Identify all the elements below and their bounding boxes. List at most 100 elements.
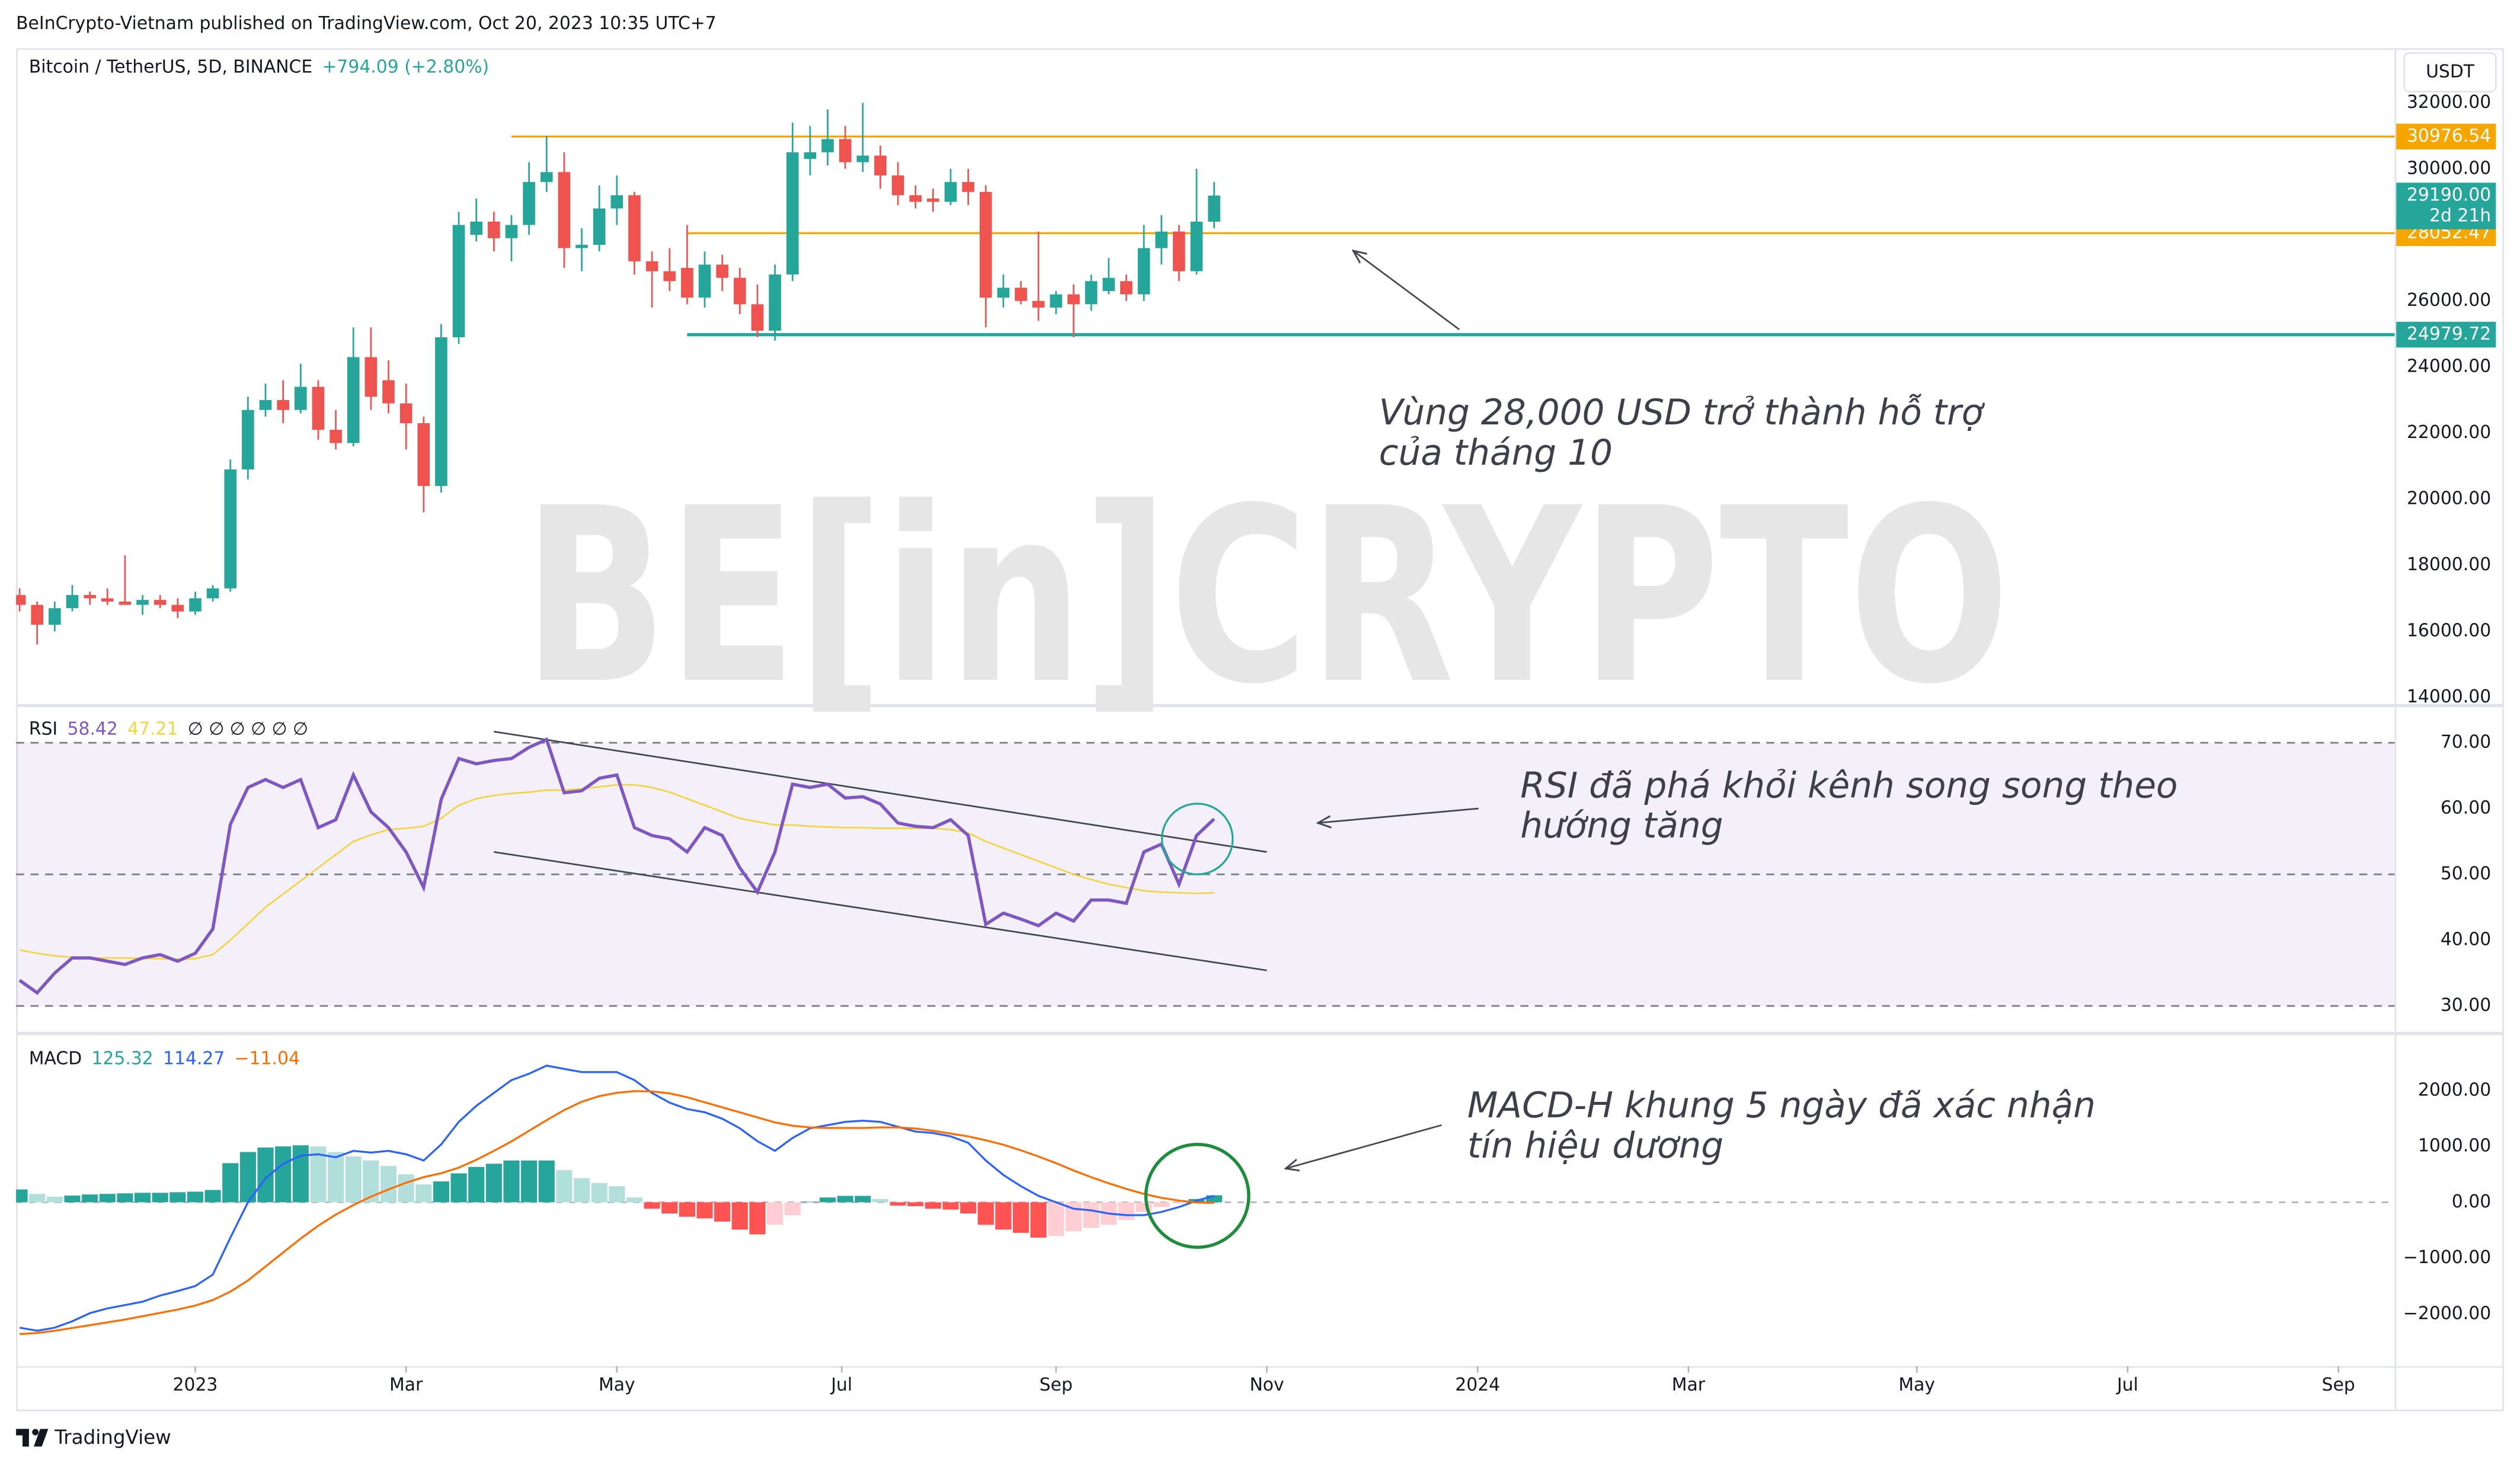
histogram-bar [661, 1202, 678, 1214]
histogram-bar [1171, 1202, 1187, 1203]
x-tick-label: Nov [1249, 1375, 1284, 1395]
histogram-bar [292, 1145, 309, 1203]
histogram-bar [275, 1146, 292, 1203]
histogram-bar [328, 1152, 344, 1203]
histogram-bar [485, 1164, 502, 1203]
histogram-bar [398, 1174, 414, 1203]
candle-body [347, 357, 360, 443]
price-level-label: 30976.54 [2407, 126, 2491, 146]
y-tick-label: 18000.00 [2407, 554, 2491, 575]
price-level-tag [2396, 321, 2496, 348]
candle-body [66, 595, 79, 609]
annotation-text: tín hiệu dương [1467, 1126, 1723, 1166]
histogram-bar [204, 1190, 221, 1203]
histogram-bar [855, 1196, 871, 1203]
histogram-bar [134, 1193, 151, 1203]
x-tick-label: Sep [2322, 1375, 2355, 1395]
candle-body [16, 595, 26, 605]
candle-body [540, 172, 553, 183]
histogram-bar [696, 1202, 713, 1219]
histogram-bar [784, 1202, 801, 1216]
candle-body [997, 287, 1010, 298]
candle-body [839, 139, 852, 162]
y-tick-label: 20000.00 [2407, 488, 2491, 509]
candle-body [769, 274, 781, 331]
histogram-bar [907, 1202, 924, 1206]
candle-body [874, 155, 887, 175]
price-change: +794.09 (+2.80%) [322, 56, 489, 77]
candle-body [312, 386, 325, 430]
histogram-bar [433, 1181, 449, 1203]
macd-pane [16, 1065, 2395, 1335]
channel-line [494, 730, 1267, 853]
histogram-bar [977, 1202, 994, 1225]
chart-frame [16, 48, 2504, 1411]
candle-body [645, 261, 658, 271]
histogram-bar [521, 1160, 538, 1203]
annotation-arrow [1318, 807, 1479, 823]
candle-body [716, 264, 728, 278]
histogram-bar [152, 1193, 168, 1203]
histogram-bar [644, 1202, 660, 1209]
candle-body [1067, 294, 1080, 305]
candle-body [452, 225, 465, 338]
x-tick-label: Mar [1672, 1375, 1706, 1395]
candle-body [979, 191, 992, 298]
indicator-readout: −11.04 [235, 1049, 300, 1069]
candle-body [962, 182, 974, 192]
histogram-bar [573, 1178, 590, 1203]
histogram-bar [942, 1202, 959, 1210]
histogram-bar [591, 1182, 607, 1203]
x-tick-label: Jul [830, 1375, 852, 1395]
indicator-readout: ∅ ∅ ∅ ∅ ∅ ∅ [188, 719, 308, 740]
annotation-text: MACD-H khung 5 ngày đã xác nhận [1467, 1085, 2096, 1126]
highlight-circle [1160, 803, 1234, 875]
histogram-bar [626, 1197, 643, 1203]
candle-body [1137, 248, 1150, 295]
y-tick-label: 30000.00 [2407, 158, 2491, 178]
candle-body [856, 155, 869, 162]
candle-body [171, 605, 184, 612]
histogram-bar [995, 1202, 1012, 1230]
candle-body [136, 600, 149, 605]
candle-body [523, 182, 535, 225]
histogram-bar [925, 1202, 941, 1209]
last-price-tag [2396, 183, 2496, 229]
histogram-bar [1048, 1202, 1064, 1236]
candle-body [1085, 281, 1098, 305]
histogram-bar [872, 1198, 889, 1203]
candle-body [610, 195, 623, 209]
histogram-bar [837, 1196, 853, 1203]
candle-body [1120, 281, 1133, 295]
candle-body [1032, 301, 1045, 308]
histogram-bar [46, 1196, 63, 1203]
histogram-bar [29, 1194, 46, 1203]
candle-body [277, 399, 289, 410]
candle-body [593, 208, 606, 245]
candle-body [224, 469, 237, 589]
indicator-title: RSI [29, 719, 57, 740]
y-tick-label: 1000.00 [2418, 1136, 2491, 1156]
currency-box [2403, 52, 2497, 92]
highlight-circle [1144, 1143, 1251, 1249]
y-tick-label: 50.00 [2441, 864, 2491, 884]
indicator-line [19, 1065, 1215, 1332]
candle-body [259, 399, 272, 410]
indicator-readout: 47.21 [127, 719, 178, 740]
histogram-bar [714, 1202, 731, 1222]
channel-line [494, 851, 1267, 971]
candle-body [628, 195, 641, 261]
y-tick-label: 30.00 [2441, 995, 2491, 1016]
histogram-bar [749, 1202, 766, 1235]
histogram-bar [609, 1186, 625, 1203]
candle-body [1173, 231, 1185, 271]
y-tick-label: 2000.00 [2418, 1079, 2491, 1100]
candle-body [944, 182, 957, 202]
indicator-readout: 125.32 [91, 1049, 153, 1069]
annotation-arrow [1285, 1124, 1442, 1168]
histogram-bar [1118, 1202, 1134, 1220]
publish-header: BeInCrypto-Vietnam published on TradingV… [16, 13, 717, 34]
candle-body [153, 600, 167, 605]
